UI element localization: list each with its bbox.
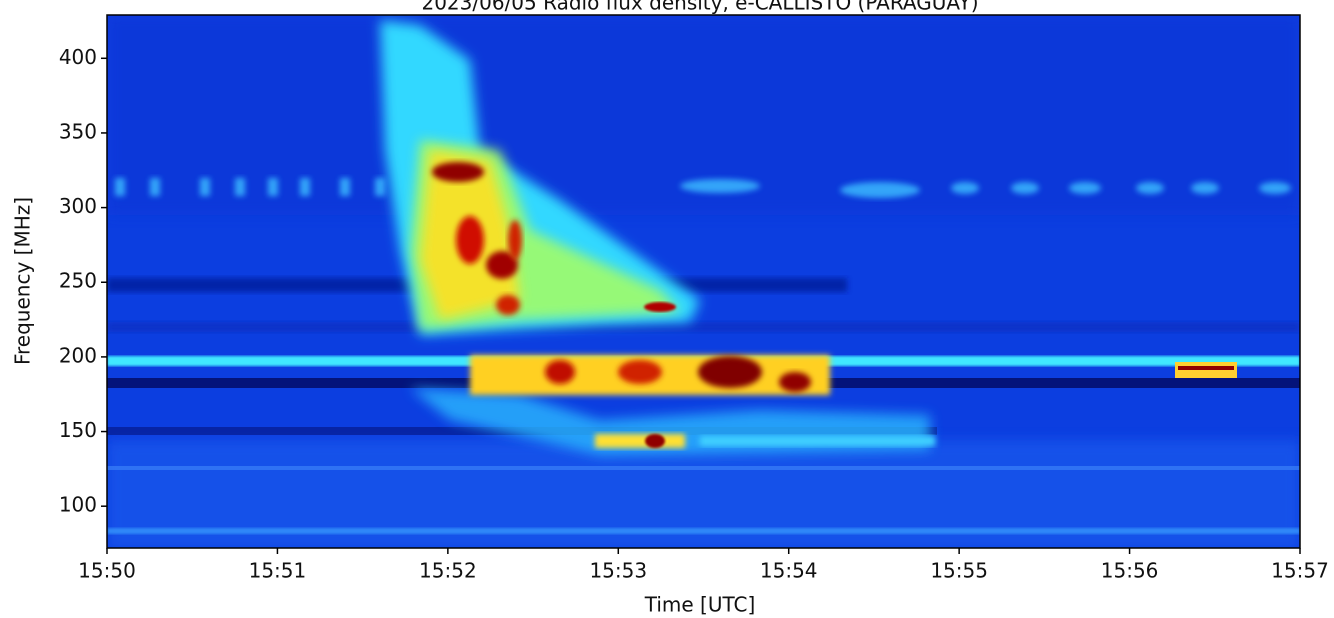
x-tick-label: 15:52 — [419, 559, 477, 583]
chart-title: 2023/06/05 Radio flux density, e-CALLIST… — [421, 0, 978, 15]
y-axis-label: Frequency [MHz] — [11, 197, 35, 365]
y-tick-label: 200 — [59, 343, 97, 367]
burst-core — [545, 360, 575, 384]
periodic-features — [115, 178, 1291, 198]
line-band — [107, 466, 1300, 470]
x-tick-label: 15:53 — [589, 559, 647, 583]
x-axis-label: Time [UTC] — [644, 593, 756, 617]
x-tick-label: 15:56 — [1101, 559, 1159, 583]
burst-region — [700, 436, 935, 446]
burst-core — [432, 162, 484, 182]
x-tick-label: 15:50 — [78, 559, 136, 583]
burst-core — [644, 302, 676, 312]
y-tick-label: 400 — [59, 45, 97, 69]
burst-core — [508, 220, 522, 260]
x-tick-label: 15:54 — [760, 559, 818, 583]
burst-core — [496, 295, 520, 315]
y-tick-label: 350 — [59, 119, 97, 143]
x-tick-label: 15:57 — [1271, 559, 1329, 583]
spectrogram-image — [107, 15, 1300, 548]
burst-core — [779, 372, 811, 392]
x-tick-label: 15:51 — [249, 559, 307, 583]
y-tick-label: 250 — [59, 269, 97, 293]
line-band — [107, 528, 1300, 534]
burst-core — [486, 251, 518, 279]
burst-core — [456, 216, 484, 264]
burst-core — [698, 356, 762, 388]
dark-band — [107, 322, 1300, 332]
burst-core — [645, 434, 665, 448]
burst-core — [1178, 366, 1234, 370]
burst-region — [595, 434, 685, 448]
y-tick-label: 300 — [59, 194, 97, 218]
y-tick-label: 100 — [59, 493, 97, 517]
y-tick-label: 150 — [59, 418, 97, 442]
x-tick-label: 15:55 — [930, 559, 988, 583]
burst-core — [618, 360, 662, 384]
